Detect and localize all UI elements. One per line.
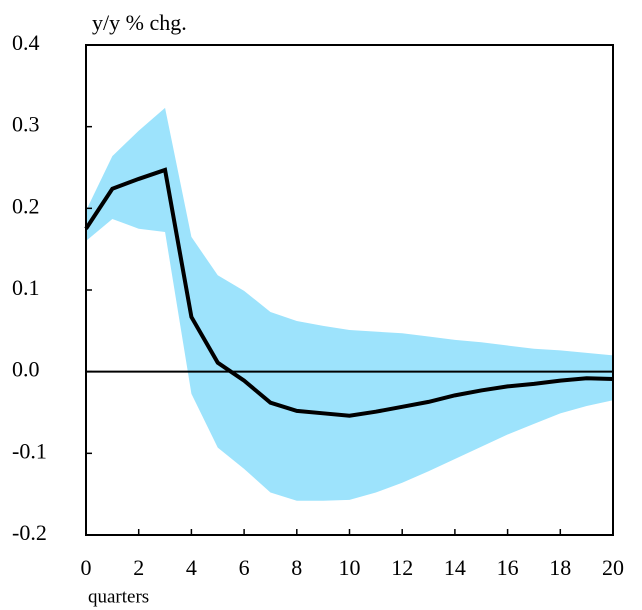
confidence-band [86, 107, 613, 501]
y-tick-label: -0.1 [12, 438, 47, 463]
x-tick-label: 4 [186, 555, 197, 580]
x-tick-label: 8 [291, 555, 302, 580]
x-tick-label: 14 [444, 555, 466, 580]
y-axis-label: y/y % chg. [92, 10, 187, 35]
y-tick-label: 0.2 [12, 193, 40, 218]
x-tick-label: 2 [133, 555, 144, 580]
x-tick-label: 6 [239, 555, 250, 580]
y-tick-label: -0.2 [12, 520, 47, 545]
y-tick-label: 0.0 [12, 357, 40, 382]
x-tick-label: 16 [497, 555, 519, 580]
x-axis-label: quarters [88, 586, 149, 607]
y-tick-label: 0.4 [12, 30, 40, 55]
line [84, 167, 614, 418]
x-tick-label: 18 [549, 555, 571, 580]
x-tick-label: 20 [602, 555, 624, 580]
y-tick-label: 0.3 [12, 112, 40, 137]
x-tick-label: 12 [391, 555, 413, 580]
y-tick-label: 0.1 [12, 275, 40, 300]
x-tick-label: 0 [81, 555, 92, 580]
x-tick-label: 10 [339, 555, 361, 580]
